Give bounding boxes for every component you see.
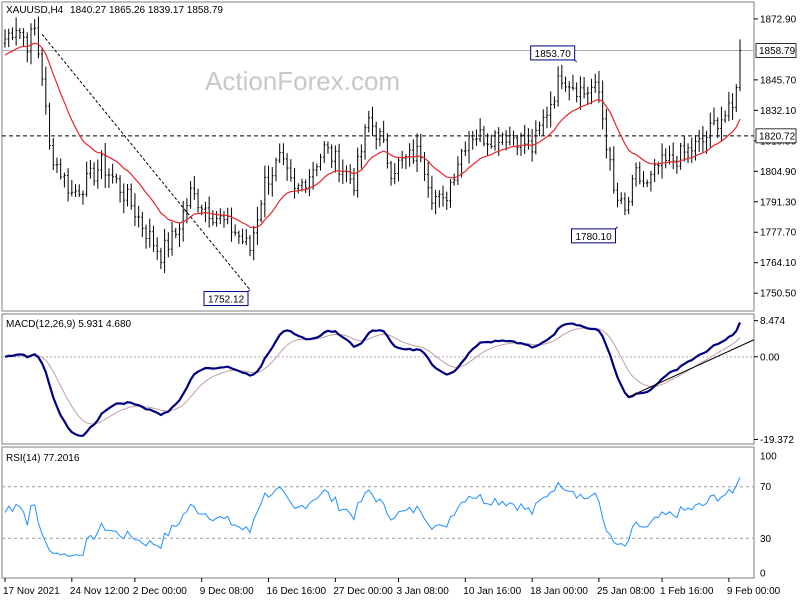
rsi-tick-label: 100 [760,452,777,463]
price-tick-label: 1845.70 [760,75,797,86]
macd-tick-label: 0.00 [760,352,780,363]
candlesticks [3,16,742,274]
time-tick-label: 10 Jan 16:00 [463,586,521,597]
price-tick-label: 1872.90 [760,14,797,25]
annotation-label: 1853.70 [535,49,572,60]
macd-panel [1,313,755,445]
moving-average-line [4,42,741,229]
time-tick-label: 9 Dec 08:00 [200,586,254,597]
time-axis: 17 Nov 2021 24 Nov 12:00 2 Dec 00:00 9 Dec … [3,578,781,597]
macd-signal-line [4,327,741,425]
time-tick-label: 27 Dec 00:00 [333,586,393,597]
annotation-box [571,228,616,244]
price-tick-label: 1764.10 [760,258,797,269]
rsi-line [4,477,741,557]
macd-line [4,321,742,437]
ohlc-values: 1840.27 1865.26 1839.17 1858.79 [70,5,223,16]
time-tick-label: 1 Feb 16:00 [660,586,714,597]
symbol-label: XAUUSD,H4 [6,5,64,16]
ma-value-tag: 1820.72 [759,131,796,142]
annotation-pointer [247,289,251,292]
price-tick-label: 1804.90 [760,167,797,178]
rsi-panel [1,446,755,579]
rsi-tick-label: 0 [760,569,766,580]
price-tags: 1858.79 1820.72 [755,43,797,144]
annotation-label: 1780.10 [576,232,613,243]
annotation-pointer [615,226,618,230]
price-tick-label: 1750.50 [760,289,797,300]
time-tick-label: 18 Jan 00:00 [530,586,588,597]
rsi-title: RSI(14) 77.2016 [6,453,80,464]
annotation-box [530,45,576,61]
watermark: ActionForex.com [205,66,400,96]
time-tick-label: 16 Dec 16:00 [267,586,327,597]
rsi-tick-label: 70 [760,482,772,493]
time-tick-label: 2 Dec 00:00 [133,586,187,597]
symbol-header: XAUUSD,H4 1840.27 1865.26 1839.17 1858.7… [6,5,223,16]
price-annotations: 1853.70 1780.10 1752.12 [203,45,618,307]
macd-tick-label: 8.474 [760,316,785,327]
price-tick-label: 1791.30 [760,197,797,208]
price-tick-label: 1777.70 [760,228,797,239]
rsi-tick-label: 30 [760,534,772,545]
price-tick-label: 1832.10 [760,106,797,117]
time-tick-label: 3 Jan 08:00 [396,586,449,597]
time-tick-label: 17 Nov 2021 [3,586,60,597]
time-tick-label: 24 Nov 12:00 [70,586,130,597]
price-panel [1,1,755,312]
macd-title: MACD(12,26,9) 5.931 4.680 [6,319,132,330]
rsi-axis: 100 70 30 0 [2,452,777,580]
macd-trendline [628,339,755,398]
time-tick-label: 9 Feb 00:00 [727,586,781,597]
macd-axis: 8.474 0.00 -19.372 [2,316,794,446]
ma-value-tag-box [755,128,797,144]
annotation-label: 1752.12 [208,295,245,306]
time-tick-label: 25 Jan 08:00 [597,586,655,597]
macd-tick-label: -19.372 [760,435,794,446]
last-price-tag-box [755,43,797,58]
reference-lines [2,50,754,137]
last-price-tag: 1858.79 [759,46,796,57]
annotation-pointer [574,59,578,63]
annotation-box [203,291,249,307]
